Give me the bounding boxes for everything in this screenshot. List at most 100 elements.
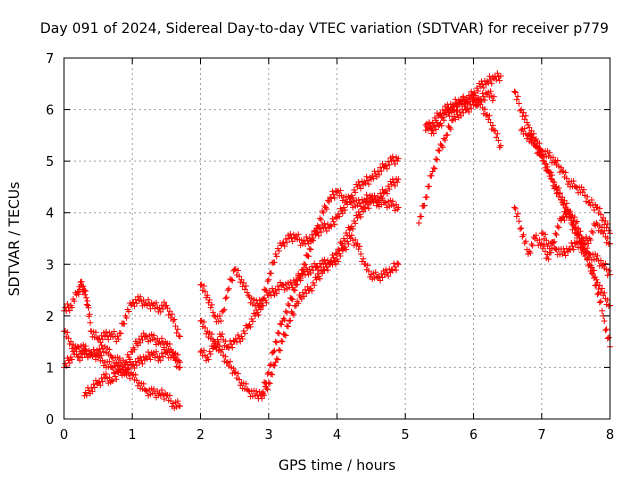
data-point <box>113 376 120 383</box>
data-point <box>240 279 247 286</box>
data-point <box>457 98 464 105</box>
data-point <box>553 231 560 238</box>
data-point <box>450 106 457 113</box>
data-point <box>275 247 282 254</box>
data-point <box>171 316 178 323</box>
data-point <box>279 338 286 345</box>
data-point <box>587 262 594 269</box>
data-point <box>301 260 308 267</box>
data-point <box>363 191 370 198</box>
data-point <box>298 266 305 273</box>
data-point <box>523 119 530 126</box>
data-point <box>140 330 147 337</box>
data-point <box>161 396 168 403</box>
data-point <box>257 306 264 313</box>
data-point <box>205 356 212 363</box>
data-point <box>269 371 276 378</box>
data-point <box>302 271 309 278</box>
data-point <box>106 358 113 365</box>
data-point <box>280 239 287 246</box>
data-point <box>560 214 567 221</box>
data-point <box>517 107 524 114</box>
data-point <box>431 123 438 130</box>
data-point <box>599 307 606 314</box>
data-point <box>592 274 599 281</box>
data-point <box>547 175 554 182</box>
data-point <box>357 250 364 257</box>
data-point <box>599 224 606 231</box>
data-point <box>559 194 566 201</box>
data-point <box>356 200 363 207</box>
data-point <box>249 318 256 325</box>
data-point <box>174 398 181 405</box>
data-point <box>428 172 435 179</box>
data-point <box>594 291 601 298</box>
data-point <box>593 281 600 288</box>
data-point <box>211 312 218 319</box>
data-point <box>263 287 270 294</box>
data-point <box>480 84 487 91</box>
data-point <box>274 329 281 336</box>
data-point <box>286 302 293 309</box>
data-point <box>216 343 223 350</box>
data-point <box>239 335 246 342</box>
data-point <box>490 93 497 100</box>
data-point <box>126 358 133 365</box>
data-point <box>271 347 278 354</box>
data-point <box>357 213 364 220</box>
data-point <box>489 97 496 104</box>
data-point <box>329 188 336 195</box>
data-point <box>87 319 94 326</box>
data-point <box>372 269 379 276</box>
data-point <box>595 290 602 297</box>
data-point <box>600 214 607 221</box>
data-point <box>82 343 89 350</box>
data-point <box>272 287 279 294</box>
data-point <box>426 120 433 127</box>
data-point <box>224 343 231 350</box>
data-point <box>268 270 275 277</box>
data-point <box>555 224 562 231</box>
data-point <box>451 113 458 120</box>
data-point <box>97 349 104 356</box>
data-point <box>177 333 184 340</box>
data-point <box>596 205 603 212</box>
data-point <box>262 287 269 294</box>
data-point <box>219 331 226 338</box>
data-point <box>522 238 529 245</box>
data-point <box>103 328 110 335</box>
data-point <box>525 122 532 129</box>
data-point <box>371 192 378 199</box>
data-point <box>345 241 352 248</box>
data-point <box>521 116 528 123</box>
data-point <box>64 329 71 336</box>
data-point <box>567 247 574 254</box>
data-point <box>297 275 304 282</box>
data-point <box>328 258 335 265</box>
data-point <box>382 187 389 194</box>
data-point <box>415 220 422 227</box>
y-tick-label: 5 <box>46 155 54 170</box>
data-point <box>364 201 371 208</box>
data-point <box>304 252 311 259</box>
data-point <box>471 96 478 103</box>
data-point <box>295 231 302 238</box>
data-point <box>282 236 289 243</box>
data-point <box>389 153 396 160</box>
data-point <box>274 283 281 290</box>
data-point <box>574 218 581 225</box>
data-point <box>356 182 363 189</box>
data-point <box>547 169 554 176</box>
data-point <box>486 73 493 80</box>
data-point <box>210 309 217 316</box>
data-point <box>434 156 441 163</box>
data-point <box>235 370 242 377</box>
data-point <box>261 392 268 399</box>
data-point <box>281 243 288 250</box>
data-point <box>589 267 596 274</box>
data-point <box>432 156 439 163</box>
data-point <box>266 380 273 387</box>
data-point <box>71 298 78 305</box>
data-point <box>86 347 93 354</box>
data-point <box>114 333 121 340</box>
